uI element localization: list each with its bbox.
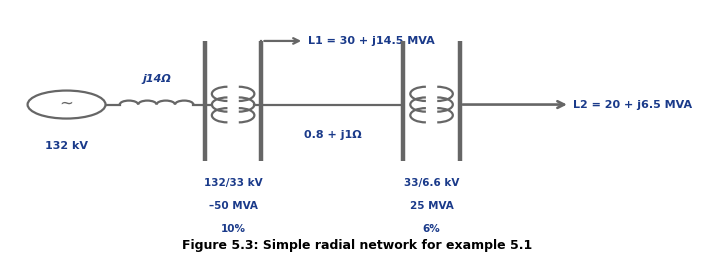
Text: 132 kV: 132 kV [45,141,88,151]
Text: 132/33 kV: 132/33 kV [203,178,262,188]
Text: 10%: 10% [221,224,245,234]
Text: 6%: 6% [423,224,440,234]
Text: 25 MVA: 25 MVA [410,201,453,211]
Text: ~: ~ [59,94,74,112]
Text: L2 = 20 + j6.5 MVA: L2 = 20 + j6.5 MVA [573,100,692,109]
Text: j14Ω: j14Ω [142,74,171,84]
Text: 33/6.6 kV: 33/6.6 kV [404,178,459,188]
Text: Figure 5.3: Simple radial network for example 5.1: Figure 5.3: Simple radial network for ex… [182,239,532,252]
Text: –50 MVA: –50 MVA [209,201,258,211]
Text: 0.8 + j1Ω: 0.8 + j1Ω [303,130,361,140]
Text: L1 = 30 + j14.5 MVA: L1 = 30 + j14.5 MVA [308,36,434,46]
